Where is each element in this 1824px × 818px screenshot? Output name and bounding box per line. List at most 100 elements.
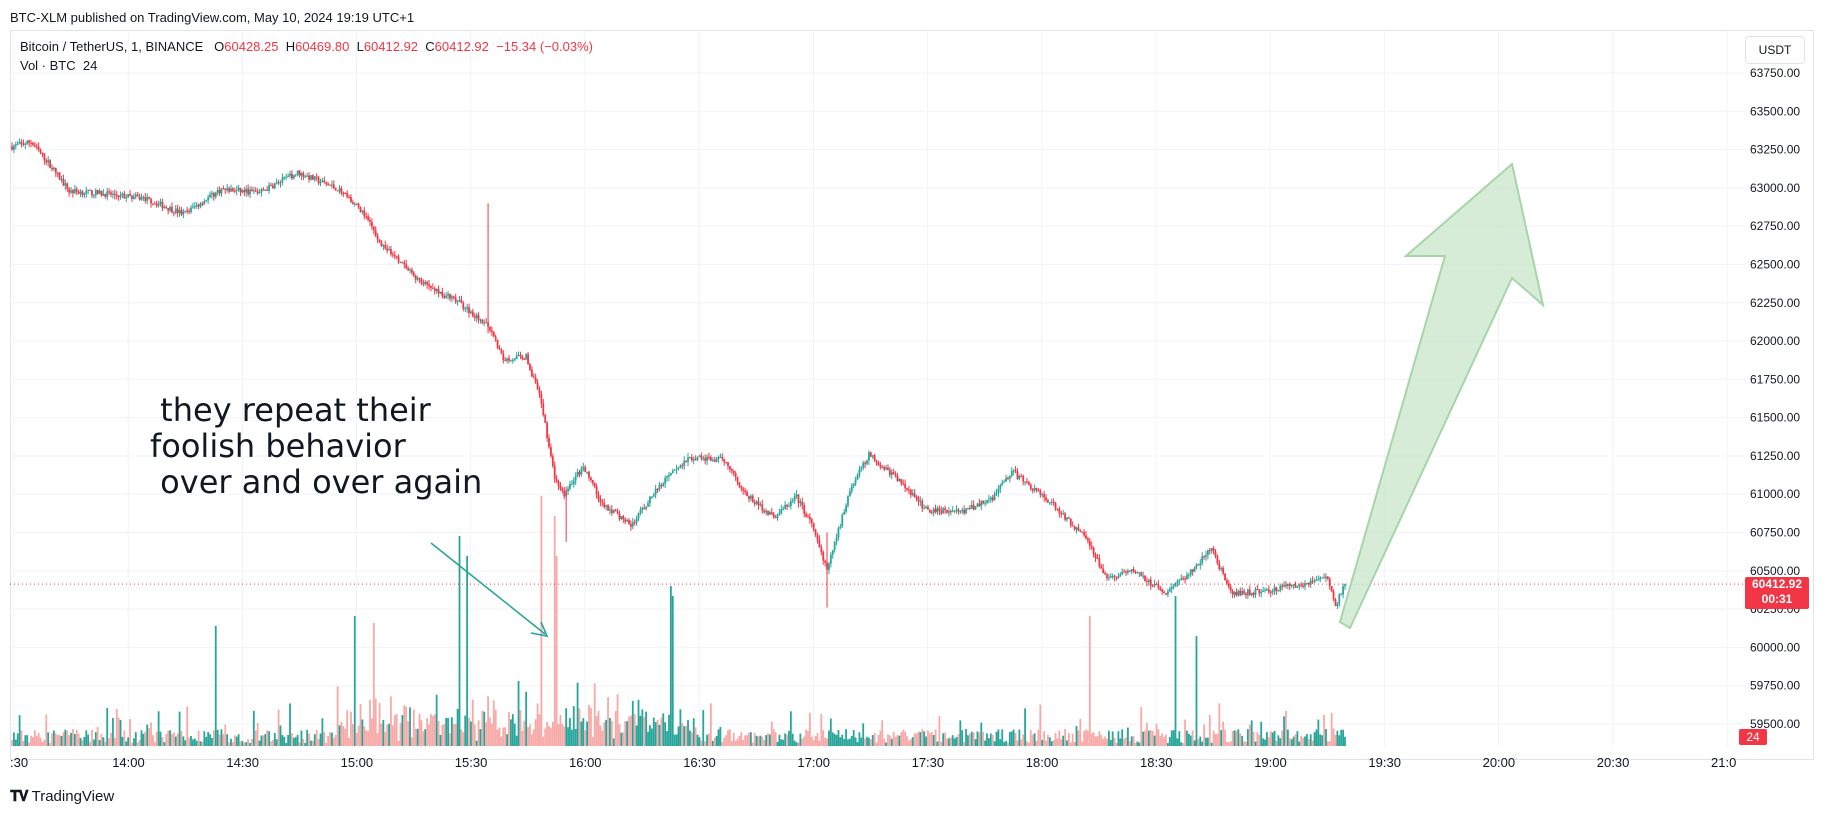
volume-bar	[856, 742, 859, 746]
volume-bar	[138, 739, 141, 746]
volume-bar	[818, 740, 821, 746]
candle-body	[494, 336, 497, 340]
annotation-pointer-arrowhead	[530, 621, 549, 638]
volume-bar	[117, 717, 120, 746]
candle-body	[172, 212, 175, 214]
candle-body	[94, 190, 97, 196]
volume-bar	[172, 732, 175, 746]
volume-bar	[169, 730, 171, 746]
volume-bar	[64, 729, 67, 746]
volume-bar	[1163, 737, 1165, 746]
volume-bar	[1300, 735, 1303, 746]
volume-bar	[511, 714, 514, 746]
volume-bar	[188, 737, 190, 746]
volume-bar	[831, 732, 834, 746]
volume-bar	[519, 710, 522, 746]
candle-body	[426, 281, 429, 285]
volume-bar	[580, 721, 583, 746]
chart-pane[interactable]	[10, 30, 1814, 760]
candle-body	[1266, 589, 1268, 591]
symbol-legend[interactable]: Bitcoin / TetherUS, 1, BINANCE O60428.25…	[20, 39, 593, 54]
volume-bar	[1157, 729, 1160, 746]
volume-bar	[757, 736, 760, 746]
candle-body	[776, 514, 779, 518]
candle-body	[1033, 487, 1036, 491]
volume-bar	[85, 730, 88, 746]
volume-bar	[709, 703, 712, 746]
candle-body	[666, 476, 668, 478]
candle-body	[300, 173, 303, 176]
candle-body	[1001, 482, 1004, 486]
candle-body	[814, 529, 817, 536]
volume-bar	[1014, 732, 1017, 746]
volume-bar	[765, 735, 767, 746]
candle-body	[751, 495, 754, 503]
volume-bar	[1033, 733, 1036, 746]
volume-bar	[1193, 740, 1196, 746]
volume-legend[interactable]: Vol · BTC 24	[20, 58, 97, 73]
candle-body	[460, 299, 463, 304]
annotation-text[interactable]: they repeat their foolish behavior over a…	[150, 392, 482, 500]
volume-bar	[1058, 730, 1061, 746]
time-tick-label: 19:00	[1254, 755, 1287, 770]
volume-bar	[435, 694, 438, 746]
volume-bar	[1090, 733, 1093, 746]
volume-bar	[294, 737, 297, 746]
volume-bar	[271, 739, 274, 746]
candle-body	[68, 188, 71, 193]
volume-bar	[127, 737, 130, 746]
candle-body	[468, 307, 470, 314]
volume-bar	[826, 738, 828, 746]
candle-body	[458, 299, 461, 302]
open-label: O	[214, 39, 225, 54]
candle-body	[85, 190, 88, 194]
candle-body	[563, 490, 566, 497]
volume-bar	[365, 730, 368, 746]
volume-bar	[456, 708, 459, 746]
candle-body	[1125, 571, 1127, 573]
candle-body	[1193, 567, 1196, 572]
volume-bar	[441, 724, 444, 746]
candle-body	[542, 403, 545, 415]
volume-bar	[1262, 738, 1265, 746]
candle-body	[801, 501, 804, 506]
volume-bar	[717, 729, 720, 746]
volume-bar	[32, 737, 34, 746]
candle-body	[279, 182, 282, 184]
volume-bar	[1127, 727, 1129, 746]
volume-bar	[416, 728, 419, 746]
candle-body	[685, 460, 688, 462]
candle-body	[1311, 580, 1314, 582]
candle-body	[1041, 494, 1044, 496]
candle-body	[829, 554, 832, 564]
candle-body	[1220, 568, 1223, 570]
volume-bar	[450, 717, 453, 746]
volume-bar	[1085, 729, 1087, 746]
candle-body	[1212, 548, 1215, 552]
candle-body	[104, 193, 107, 197]
volume-bar	[500, 736, 503, 746]
currency-button[interactable]: USDT	[1745, 36, 1805, 64]
volume-bar	[852, 730, 855, 746]
candle-body	[578, 471, 581, 475]
candle-body	[321, 180, 324, 183]
volume-bar	[1045, 740, 1047, 746]
footer-brand[interactable]: 𝐓𝐕 TradingView	[10, 788, 114, 805]
volume-bar	[523, 720, 526, 746]
candle-body	[186, 210, 189, 212]
volume-bar	[1201, 741, 1204, 746]
candle-body	[231, 188, 234, 191]
volume-bar	[96, 727, 99, 746]
volume-bar	[770, 721, 773, 746]
candle-body	[401, 262, 404, 264]
volume-bar	[1007, 742, 1009, 746]
volume-bar	[445, 717, 448, 746]
candle-body	[110, 192, 112, 195]
candle-body	[1288, 583, 1291, 586]
volume-bar	[829, 718, 832, 746]
volume-bar	[662, 713, 665, 746]
candle-body	[854, 479, 857, 484]
candle-body	[87, 189, 90, 191]
volume-bar	[833, 733, 836, 746]
